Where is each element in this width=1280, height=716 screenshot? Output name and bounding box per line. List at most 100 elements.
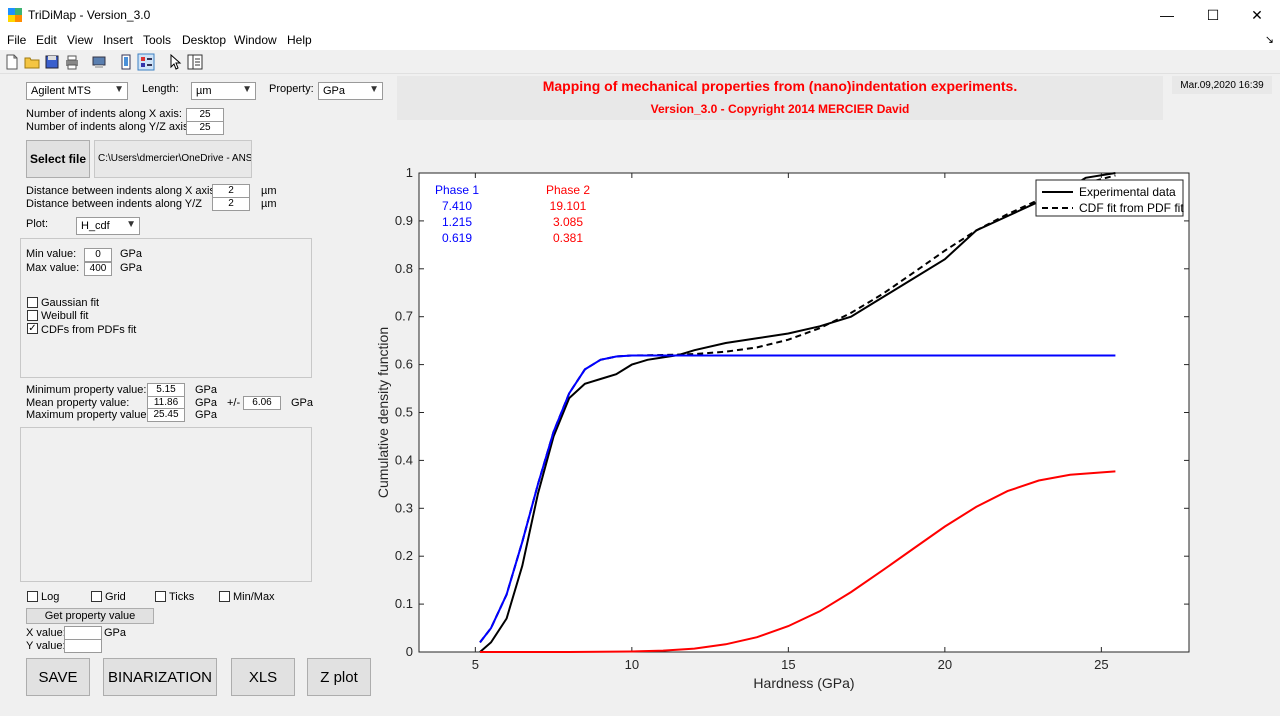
y-tick-label: 1 (406, 165, 413, 180)
phase-value: 19.101 (550, 199, 587, 213)
menu-tools[interactable]: Tools (143, 33, 172, 47)
y-tick-label: 0.8 (395, 261, 413, 276)
chevron-down-icon: ▼ (114, 84, 124, 95)
property-label: Property: (269, 83, 314, 95)
x-tick-label: 25 (1094, 657, 1108, 672)
length-unit-select[interactable]: µm ▼ (191, 82, 256, 100)
print-icon[interactable] (63, 53, 81, 71)
weibull-fit-checkbox[interactable] (27, 310, 38, 321)
max-value-field[interactable]: 400 (84, 262, 112, 276)
cdf-pdf-fit-checkbox[interactable]: ✓ (27, 323, 38, 334)
menu-dock-arrow-icon[interactable]: ↘ (1264, 34, 1274, 46)
instrument-select[interactable]: Agilent MTS ▼ (26, 82, 128, 100)
dist-y-field[interactable]: 2 (212, 197, 250, 211)
close-button[interactable]: ✕ (1251, 6, 1263, 23)
menu-edit[interactable]: Edit (36, 33, 57, 47)
app-logo-icon (8, 8, 22, 22)
y-value-field[interactable] (64, 639, 102, 653)
menu-window[interactable]: Window (234, 33, 277, 47)
maximize-button[interactable]: ☐ (1206, 6, 1220, 23)
binarization-button[interactable]: BINARIZATION (103, 658, 217, 696)
title-bar (0, 0, 1280, 30)
date-panel (1172, 76, 1272, 94)
log-label: Log (41, 591, 60, 603)
plot-select[interactable]: H_cdf ▼ (76, 217, 140, 235)
mean-property-unit: GPa (195, 397, 218, 409)
gaussian-fit-checkbox[interactable] (27, 297, 38, 308)
minimize-button[interactable]: — (1160, 7, 1174, 23)
ticks-checkbox[interactable] (155, 591, 166, 602)
menu-file[interactable]: File (7, 33, 27, 47)
window-title: TriDiMap - Version_3.0 (28, 8, 151, 22)
y-tick-label: 0.4 (395, 452, 413, 467)
phase-value: 1.215 (442, 215, 472, 229)
dist-x-field[interactable]: 2 (212, 184, 250, 198)
dist-x-unit: µm (261, 185, 277, 197)
log-checkbox[interactable] (27, 591, 38, 602)
legend-label-experimental: Experimental data (1079, 185, 1176, 199)
chevron-down-icon: ▼ (126, 219, 136, 230)
header-panel (397, 76, 1163, 120)
minmax-checkbox[interactable] (219, 591, 230, 602)
indents-y-field[interactable]: 25 (186, 121, 224, 135)
y-tick-label: 0.2 (395, 548, 413, 563)
weibull-fit-label: Weibull fit (41, 310, 89, 322)
toggle-view-icon[interactable] (117, 53, 135, 71)
ticks-label: Ticks (169, 591, 195, 603)
fit-options-panel (20, 238, 312, 378)
min-value-field[interactable]: 0 (84, 248, 112, 262)
y-axis-label: Cumulative density function (375, 327, 391, 498)
phase-value: 7.410 (442, 199, 472, 213)
max-property-unit: GPa (195, 409, 218, 421)
dist-y-unit: µm (261, 198, 277, 210)
z-plot-button[interactable]: Z plot (307, 658, 371, 696)
x-value-field[interactable] (64, 626, 102, 640)
plot-browser-icon[interactable] (186, 53, 204, 71)
x-value-label: X value: (26, 627, 66, 639)
dist-y-label: Distance between indents along Y/Z (26, 198, 202, 210)
cdf-pdf-fit-label: CDFs from PDFs fit (41, 324, 137, 336)
cdf-chart[interactable]: 5 10 15 20 25 0 0.1 0.2 0.3 0.4 0.5 0.6 0.7 0.8 0.9 1 Ha… (370, 160, 1200, 700)
new-file-icon[interactable] (3, 53, 21, 71)
y-tick-label: 0.3 (395, 500, 413, 515)
select-file-button[interactable]: Select file (26, 140, 90, 178)
property-editor-icon[interactable] (137, 53, 155, 71)
plus-minus-label: +/- (227, 397, 241, 409)
y-tick-label: 0.5 (395, 405, 413, 420)
menu-desktop[interactable]: Desktop (182, 33, 227, 47)
menu-insert[interactable]: Insert (103, 33, 134, 47)
min-value-label: Min value: (26, 248, 77, 260)
phase-value: 3.085 (553, 215, 583, 229)
phase-name: Phase 1 (435, 183, 479, 197)
xls-button[interactable]: XLS (231, 658, 295, 696)
indents-x-field[interactable]: 25 (186, 108, 224, 122)
dist-x-label: Distance between indents along X axis: (26, 185, 219, 197)
print-preview-icon[interactable] (90, 53, 108, 71)
plot-label: Plot: (26, 218, 49, 230)
menu-bar: File Edit View Insert Tools Desktop Wind… (0, 30, 1280, 50)
y-tick-label: 0.7 (395, 309, 413, 324)
y-value-label: Y value: (26, 640, 66, 652)
y-tick-label: 0 (406, 644, 413, 659)
grid-checkbox[interactable] (91, 591, 102, 602)
phase-name: Phase 2 (546, 183, 590, 197)
min-value-unit: GPa (120, 248, 143, 260)
menu-view[interactable]: View (67, 33, 93, 47)
std-property-field: 6.06 (243, 396, 281, 410)
property-unit-select[interactable]: GPa ▼ (318, 82, 383, 100)
pointer-icon[interactable] (166, 53, 184, 71)
save-button[interactable]: SAVE (26, 658, 90, 696)
phase2-line (480, 470, 1116, 653)
get-property-button[interactable]: Get property value (26, 608, 154, 624)
length-label: Length: (142, 83, 179, 95)
menu-help[interactable]: Help (287, 33, 312, 47)
file-path-display: C:\Users\dmercier\OneDrive - ANSY (94, 140, 252, 178)
minmax-label: Min/Max (233, 591, 275, 603)
gaussian-fit-label: Gaussian fit (41, 297, 100, 309)
toolbar (0, 50, 1280, 74)
legend-box (1035, 179, 1184, 217)
cdf-fit-line (479, 174, 1116, 644)
open-folder-icon[interactable] (23, 53, 41, 71)
save-icon[interactable] (43, 53, 61, 71)
page-title: Mapping of mechanical properties from (n… (542, 78, 1018, 94)
